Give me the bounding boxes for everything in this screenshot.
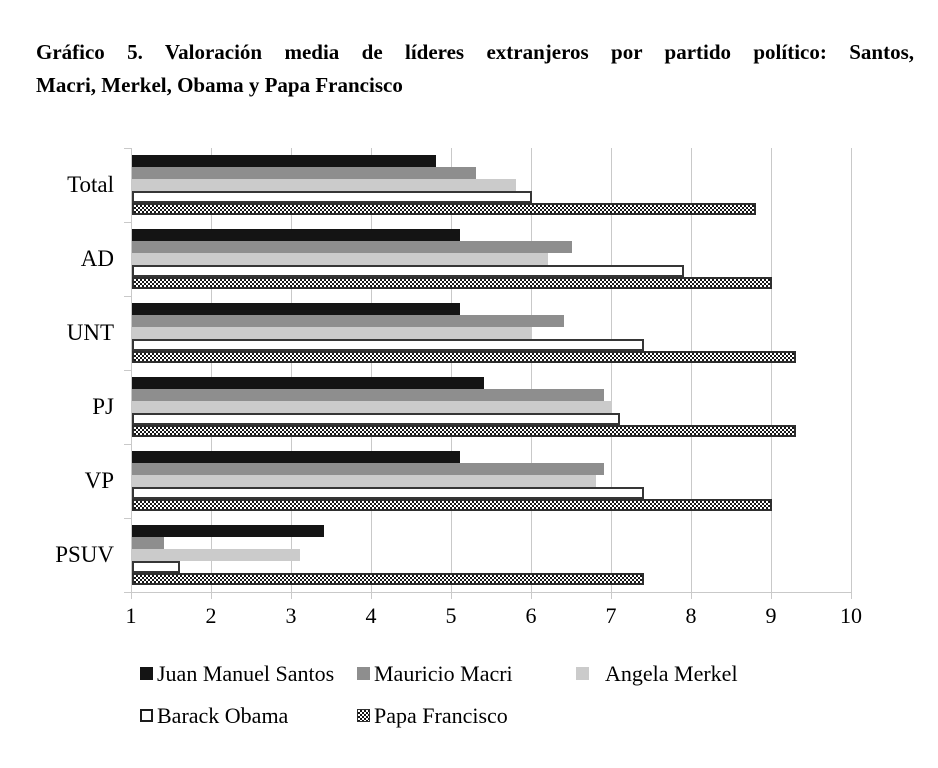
bar-papa-unt xyxy=(132,351,796,363)
y-axis-tick xyxy=(124,296,131,297)
category-label-psuv: PSUV xyxy=(55,542,114,567)
category-label-pj: PJ xyxy=(92,394,114,419)
legend-label-macri: Mauricio Macri xyxy=(374,661,513,686)
legend-marker-obama-icon xyxy=(140,708,153,722)
y-axis-tick xyxy=(124,222,131,223)
vertical-gridline xyxy=(691,148,692,592)
bar-merkel-vp xyxy=(132,475,596,487)
x-tick-label-6: 6 xyxy=(525,603,537,628)
x-axis-tick xyxy=(771,593,772,599)
x-axis-tick xyxy=(131,593,132,599)
bar-macri-vp xyxy=(132,463,604,475)
x-tick-label-2: 2 xyxy=(205,603,217,628)
bar-obama-total xyxy=(132,191,532,203)
bar-macri-pj xyxy=(132,389,604,401)
category-label-ad: AD xyxy=(80,246,114,271)
bar-obama-pj xyxy=(132,413,620,425)
x-axis-tick xyxy=(291,593,292,599)
legend-marker-merkel-icon xyxy=(576,666,589,680)
chart-title-line-2: Macri, Merkel, Obama y Papa Francisco xyxy=(36,73,403,97)
x-tick-label-4: 4 xyxy=(365,603,377,628)
x-axis-tick xyxy=(851,593,852,599)
legend-item-papa: Papa Francisco xyxy=(357,702,508,730)
y-axis-tick xyxy=(124,518,131,519)
plot-area xyxy=(124,148,852,599)
bar-macri-unt xyxy=(132,315,564,327)
bar-merkel-pj xyxy=(132,401,612,413)
chart-title: Gráfico 5. Valoración media de líderes e… xyxy=(36,36,914,102)
x-tick-label-7: 7 xyxy=(605,603,617,628)
legend-label-papa: Papa Francisco xyxy=(374,703,508,728)
bar-merkel-psuv xyxy=(132,549,300,561)
bar-papa-ad xyxy=(132,277,772,289)
x-axis-tick xyxy=(211,593,212,599)
bar-papa-total xyxy=(132,203,756,215)
category-label-total: Total xyxy=(67,172,114,197)
y-axis-category-labels: Total AD UNT PJ VP PSUV xyxy=(0,148,114,592)
legend-item-macri: Mauricio Macri xyxy=(357,660,513,688)
legend-label-merkel: Angela Merkel xyxy=(605,661,738,686)
y-axis-line xyxy=(131,148,132,592)
y-axis-tick xyxy=(124,592,131,593)
x-tick-label-9: 9 xyxy=(765,603,777,628)
bar-obama-unt xyxy=(132,339,644,351)
legend-label-santos: Juan Manuel Santos xyxy=(157,661,335,686)
vertical-gridline xyxy=(371,148,372,592)
x-axis-line xyxy=(124,592,852,593)
x-tick-label-5: 5 xyxy=(445,603,457,628)
bar-papa-psuv xyxy=(132,573,644,585)
y-axis-tick xyxy=(124,370,131,371)
legend-item-santos: Juan Manuel Santos xyxy=(140,660,334,688)
bar-macri-total xyxy=(132,167,476,179)
bar-merkel-total xyxy=(132,179,516,191)
x-axis-tick xyxy=(611,593,612,599)
bar-santos-vp xyxy=(132,451,460,463)
x-tick-label-1: 1 xyxy=(125,603,137,628)
bar-santos-pj xyxy=(132,377,484,389)
bar-obama-vp xyxy=(132,487,644,499)
bar-merkel-ad xyxy=(132,253,548,265)
x-axis-tick xyxy=(531,593,532,599)
x-axis-tick xyxy=(691,593,692,599)
x-tick-label-3: 3 xyxy=(285,603,297,628)
vertical-gridline xyxy=(291,148,292,592)
legend-marker-macri-icon xyxy=(357,666,370,680)
chart-title-line-1: Gráfico 5. Valoración media de líderes e… xyxy=(36,40,914,64)
bar-santos-unt xyxy=(132,303,460,315)
x-tick-label-8: 8 xyxy=(685,603,697,628)
y-axis-tick xyxy=(124,444,131,445)
category-label-vp: VP xyxy=(84,468,114,493)
vertical-gridline xyxy=(851,148,852,592)
bar-obama-ad xyxy=(132,265,684,277)
bar-santos-psuv xyxy=(132,525,324,537)
x-axis-tick xyxy=(371,593,372,599)
y-axis-tick xyxy=(124,148,131,149)
vertical-gridline xyxy=(531,148,532,592)
bar-obama-psuv xyxy=(132,561,180,573)
bar-papa-pj xyxy=(132,425,796,437)
legend-marker-santos-icon xyxy=(140,666,153,680)
bar-merkel-unt xyxy=(132,327,532,339)
category-label-unt: UNT xyxy=(66,320,114,345)
legend-label-obama: Barack Obama xyxy=(157,703,289,728)
x-axis-tick xyxy=(451,593,452,599)
bar-macri-ad xyxy=(132,241,572,253)
vertical-gridline xyxy=(771,148,772,592)
x-axis-tick-labels: 1 2 3 4 5 6 7 8 9 10 xyxy=(126,603,863,633)
vertical-gridline xyxy=(451,148,452,592)
vertical-gridline xyxy=(611,148,612,592)
legend-item-obama: Barack Obama xyxy=(140,702,288,730)
legend-item-merkel: Angela Merkel xyxy=(576,660,738,688)
legend-marker-papa-icon xyxy=(357,708,370,722)
x-tick-label-10: 10 xyxy=(840,603,862,628)
bar-santos-total xyxy=(132,155,436,167)
bar-santos-ad xyxy=(132,229,460,241)
vertical-gridline xyxy=(211,148,212,592)
bar-macri-psuv xyxy=(132,537,164,549)
bar-papa-vp xyxy=(132,499,772,511)
